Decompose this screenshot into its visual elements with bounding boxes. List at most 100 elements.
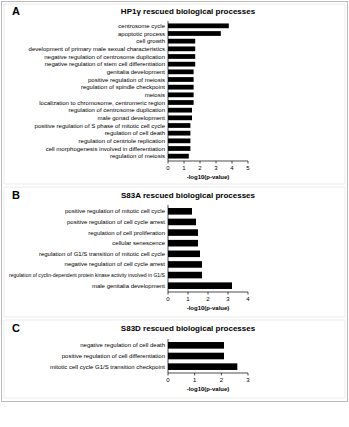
bar [168,92,194,97]
y-axis-line [168,205,169,292]
x-tick [208,292,209,295]
panel: B S83A rescued biological processes positi… [4,187,345,317]
chart-title: HP1γ rescued biological processes [121,7,256,16]
x-tick [188,292,189,295]
x-tick-label: 4 [230,165,234,171]
bar [168,123,190,128]
bar [168,138,190,143]
x-axis-label: -log10(p-value) [187,305,230,311]
bar [168,39,195,44]
x-tick-label: 4 [246,296,250,302]
x-tick [184,161,185,164]
x-tick-label: 5 [246,165,250,171]
bar [168,219,196,226]
x-tick [200,161,201,164]
panel: AHP1γ rescued biological processescentro… [4,4,345,184]
x-tick [221,373,222,376]
x-tick-label: 2 [198,165,202,171]
category-label: regulation of cyclin-dependent protein k… [9,272,165,278]
bar [168,154,189,159]
bar [168,272,202,279]
x-tick-label: 0 [166,165,170,171]
bar [168,46,195,51]
x-tick [168,161,169,164]
x-tick [228,292,229,295]
category-label: regulation of spindle checkpoint [81,84,165,90]
category-label: development of primary male sexual chara… [29,46,165,52]
x-tick [248,373,249,376]
panel-border [4,4,345,184]
category-label: cellular senescence [112,240,165,246]
category-label: male gonad development [98,115,166,121]
x-axis-line [168,373,248,374]
x-tick [248,292,249,295]
panel-border [4,320,345,398]
bar [168,108,192,113]
bar [168,69,194,74]
category-label: negative regulation of stem cell differe… [45,61,165,67]
bar [168,261,202,268]
x-tick [248,161,249,164]
chart-title: S83A rescued biological processes [121,191,256,200]
y-axis-line [168,339,169,373]
panel-letter: A [12,5,20,17]
panel-border [4,187,345,317]
bar [168,31,221,36]
bar [168,131,190,136]
x-axis-label: -log10(p-value) [187,174,230,180]
x-axis-label: -log10(p-value) [187,386,230,392]
bar [168,23,229,28]
bars [168,23,229,158]
x-tick-label: 2 [206,296,210,302]
bar [168,363,237,370]
bar [168,146,190,151]
x-tick [232,161,233,164]
category-label: male genitalia development [92,283,165,289]
bar [168,100,194,105]
bar [168,342,224,349]
category-label: cell morphogenesis involved in different… [46,146,165,152]
bars [168,342,237,370]
category-label: negative regulation of cell cycle arrest [65,261,166,267]
category-label: positive regulation of cell differentiat… [62,353,165,359]
bar [168,353,224,360]
category-label: genitalia development [107,69,166,75]
x-tick-label: 1 [182,165,186,171]
bar [168,229,198,236]
x-tick [168,373,169,376]
x-tick-label: 1 [186,296,190,302]
category-label: positive regulation of meiosis [88,77,165,83]
x-axis-line [168,161,248,162]
bar [168,208,192,215]
x-tick-label: 3 [214,165,218,171]
category-label: negative regulation of centrosome duplic… [44,54,165,60]
x-tick-label: 0 [166,296,170,302]
x-tick-label: 0 [166,377,170,383]
category-label: positive regulation of cell cycle arrest [67,219,165,225]
panel-letter: B [12,189,20,201]
bar [168,62,195,67]
category-label: regulation of cell proliferation [88,230,165,236]
x-tick [216,161,217,164]
panel: CS83D rescued biological processesnegati… [4,320,345,398]
bar [168,77,194,82]
bar [168,251,200,258]
y-axis-line [168,21,169,161]
x-tick [168,292,169,295]
bar [168,54,195,59]
category-label: apoptotic process [118,31,165,37]
bar [168,115,192,120]
figure: AHP1γ rescued biological processescentro… [0,0,349,427]
bar [168,240,198,247]
chart-title: S83D rescued biological processes [121,324,256,333]
panel-letter: C [12,322,20,334]
x-tick-label: 2 [220,377,224,383]
category-label: meiosis [145,92,165,98]
category-label: mitotic cell cycle G1/S transition check… [50,364,165,370]
category-label: regulation of centriole replication [79,138,165,144]
bar [168,85,194,90]
category-label: regulation of centrosome duplication [69,107,165,113]
category-label: localization to chromosome, centromeric … [39,100,165,106]
category-label: positive regulation of S phase of mitoti… [35,123,166,129]
figure-border [2,2,348,402]
